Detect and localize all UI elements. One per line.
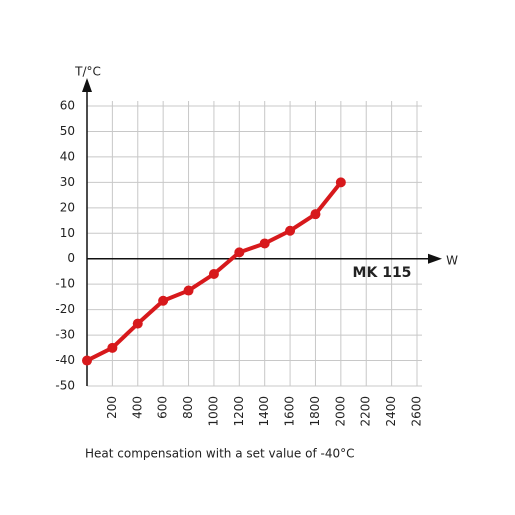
data-point	[208, 269, 219, 279]
x-tick-label: 800	[181, 396, 195, 419]
y-tick-label: 30	[60, 175, 75, 189]
x-axis-arrow	[428, 253, 442, 264]
data-point	[285, 225, 296, 236]
data-point	[132, 318, 143, 329]
data-point	[259, 238, 270, 249]
x-tick-label: 600	[156, 396, 170, 419]
x-tick-label: 2400	[384, 396, 398, 427]
y-tick-label: 40	[60, 149, 75, 163]
x-tick-label: 1200	[232, 396, 246, 427]
x-tick-label: 1000	[206, 396, 220, 427]
x-tick-label: 200	[105, 396, 119, 419]
x-tick-label: 400	[130, 396, 144, 419]
data-point	[335, 177, 346, 188]
data-point	[183, 285, 194, 296]
y-tick-label: 60	[60, 99, 75, 113]
data-point	[82, 355, 92, 366]
x-tick-label: 2200	[359, 396, 373, 427]
y-tick-label: 10	[60, 226, 75, 240]
data-point	[234, 247, 245, 258]
y-tick-label: -50	[55, 379, 75, 393]
y-tick-label: -40	[55, 353, 75, 367]
x-tick-label: 1800	[308, 396, 322, 427]
caption: Heat compensation with a set value of -4…	[85, 447, 354, 461]
x-tick-label: 2600	[410, 396, 424, 427]
y-tick-label: 50	[60, 124, 75, 138]
annotation: MK 115	[353, 265, 412, 281]
y-tick-label: 20	[60, 200, 75, 214]
x-tick-label: 1400	[257, 396, 271, 427]
x-tick-label: 2000	[333, 396, 347, 427]
y-axis-label: T/°C	[74, 65, 101, 79]
y-tick-label: 0	[67, 251, 75, 265]
data-point	[158, 295, 169, 306]
y-tick-label: -30	[55, 328, 75, 342]
data-point	[310, 209, 321, 220]
data-point	[107, 342, 118, 353]
y-tick-label: -20	[55, 302, 75, 316]
y-tick-label: -10	[55, 277, 75, 291]
x-tick-label: 1600	[283, 396, 297, 427]
y-axis-arrow	[82, 78, 92, 92]
x-axis-label: W	[446, 254, 458, 268]
